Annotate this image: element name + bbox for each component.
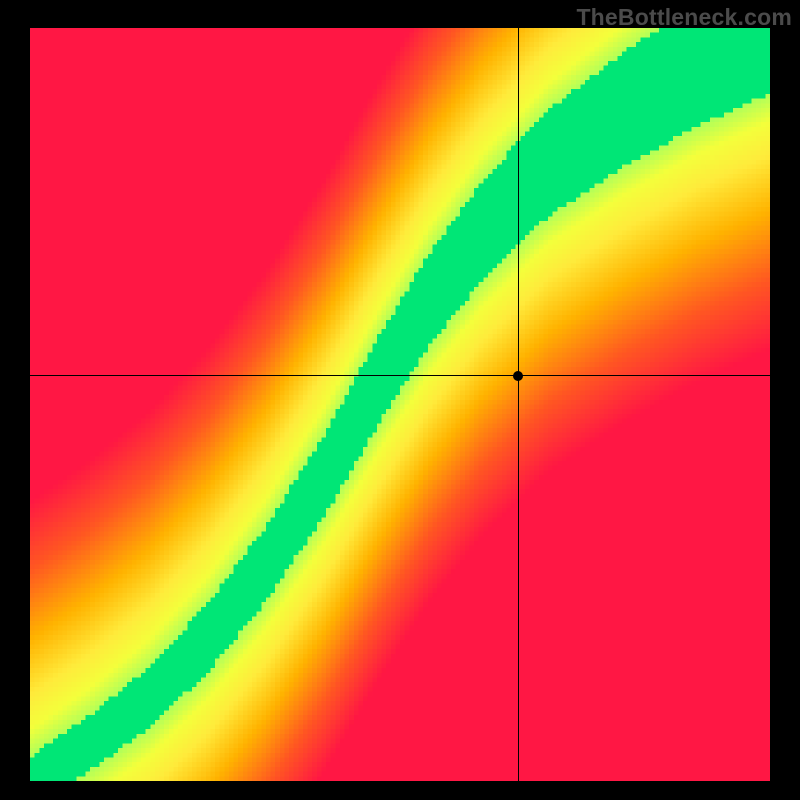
crosshair-horizontal [30, 375, 770, 376]
watermark-text: TheBottleneck.com [576, 4, 792, 31]
crosshair-vertical [518, 28, 519, 781]
selection-marker [513, 371, 523, 381]
bottleneck-heatmap [30, 28, 770, 781]
chart-frame: TheBottleneck.com [0, 0, 800, 800]
